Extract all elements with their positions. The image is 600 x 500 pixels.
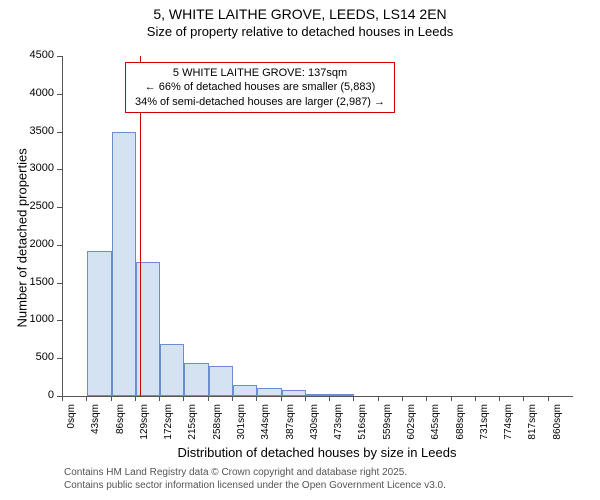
x-tick-label: 43sqm — [90, 404, 101, 444]
x-tick-label: 473sqm — [333, 404, 344, 444]
y-tick-mark — [57, 132, 62, 133]
x-tick-mark — [281, 396, 282, 401]
annotation-line2: ← 66% of detached houses are smaller (5,… — [132, 80, 388, 94]
x-tick-label: 602sqm — [406, 404, 417, 444]
histogram-bar — [209, 366, 233, 396]
x-tick-label: 86sqm — [115, 404, 126, 444]
x-tick-mark — [475, 396, 476, 401]
y-tick-mark — [57, 169, 62, 170]
y-axis-label: Number of detached properties — [15, 128, 30, 328]
y-tick-label: 2500 — [14, 200, 54, 212]
annotation-line1: 5 WHITE LAITHE GROVE: 137sqm — [132, 66, 388, 80]
y-tick-label: 1000 — [14, 313, 54, 325]
x-tick-mark — [86, 396, 87, 401]
x-tick-label: 172sqm — [163, 404, 174, 444]
x-tick-label: 645sqm — [430, 404, 441, 444]
x-tick-mark — [305, 396, 306, 401]
annotation-line3: 34% of semi-detached houses are larger (… — [132, 95, 388, 109]
y-tick-mark — [57, 56, 62, 57]
x-tick-mark — [111, 396, 112, 401]
y-tick-mark — [57, 94, 62, 95]
histogram-bar — [330, 394, 354, 396]
x-tick-mark — [256, 396, 257, 401]
x-tick-mark — [451, 396, 452, 401]
y-tick-label: 1500 — [14, 276, 54, 288]
histogram-bar — [112, 132, 136, 396]
histogram-bar — [282, 390, 306, 396]
histogram-bar — [160, 344, 184, 396]
y-tick-mark — [57, 283, 62, 284]
x-tick-mark — [523, 396, 524, 401]
y-tick-label: 500 — [14, 351, 54, 363]
histogram-bar — [257, 388, 281, 396]
y-tick-mark — [57, 358, 62, 359]
footnote-line2: Contains public sector information licen… — [64, 479, 446, 492]
x-tick-label: 559sqm — [382, 404, 393, 444]
y-tick-label: 3000 — [14, 162, 54, 174]
x-tick-label: 0sqm — [66, 404, 77, 444]
x-tick-mark — [183, 396, 184, 401]
x-tick-mark — [208, 396, 209, 401]
x-tick-mark — [353, 396, 354, 401]
x-tick-mark — [402, 396, 403, 401]
y-tick-label: 2000 — [14, 238, 54, 250]
x-tick-label: 129sqm — [139, 404, 150, 444]
y-tick-label: 0 — [14, 389, 54, 401]
y-tick-label: 4500 — [14, 49, 54, 61]
x-tick-label: 258sqm — [212, 404, 223, 444]
footnote: Contains HM Land Registry data © Crown c… — [64, 466, 446, 492]
histogram-bar — [184, 363, 208, 396]
annotation-box: 5 WHITE LAITHE GROVE: 137sqm← 66% of det… — [125, 62, 395, 113]
x-tick-mark — [426, 396, 427, 401]
x-tick-mark — [548, 396, 549, 401]
chart-title: 5, WHITE LAITHE GROVE, LEEDS, LS14 2EN — [0, 6, 600, 22]
chart-title-block: 5, WHITE LAITHE GROVE, LEEDS, LS14 2EN S… — [0, 0, 600, 39]
y-tick-label: 4000 — [14, 87, 54, 99]
y-tick-label: 3500 — [14, 125, 54, 137]
y-tick-mark — [57, 245, 62, 246]
x-tick-mark — [378, 396, 379, 401]
y-tick-mark — [57, 320, 62, 321]
footnote-line1: Contains HM Land Registry data © Crown c… — [64, 466, 446, 479]
x-tick-mark — [499, 396, 500, 401]
x-tick-mark — [135, 396, 136, 401]
histogram-bar — [233, 385, 257, 396]
x-tick-label: 301sqm — [236, 404, 247, 444]
x-tick-mark — [159, 396, 160, 401]
x-tick-mark — [232, 396, 233, 401]
x-tick-label: 817sqm — [527, 404, 538, 444]
x-tick-label: 688sqm — [455, 404, 466, 444]
x-tick-label: 430sqm — [309, 404, 320, 444]
histogram-bar — [87, 251, 111, 396]
x-tick-label: 860sqm — [552, 404, 563, 444]
x-tick-label: 215sqm — [187, 404, 198, 444]
chart-plot-area: 5 WHITE LAITHE GROVE: 137sqm← 66% of det… — [62, 56, 573, 397]
x-tick-label: 774sqm — [503, 404, 514, 444]
x-tick-label: 516sqm — [357, 404, 368, 444]
x-tick-mark — [329, 396, 330, 401]
x-axis-label: Distribution of detached houses by size … — [62, 445, 572, 460]
x-tick-label: 344sqm — [260, 404, 271, 444]
x-tick-label: 731sqm — [479, 404, 490, 444]
x-tick-mark — [62, 396, 63, 401]
histogram-bar — [306, 394, 330, 396]
chart-subtitle: Size of property relative to detached ho… — [0, 24, 600, 39]
y-tick-mark — [57, 207, 62, 208]
x-tick-label: 387sqm — [285, 404, 296, 444]
